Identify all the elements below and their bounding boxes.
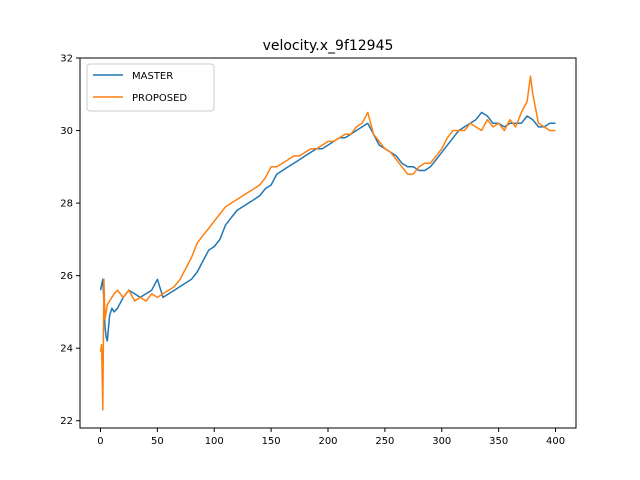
x-tick-label: 350 xyxy=(489,436,508,447)
x-tick-label: 50 xyxy=(151,436,164,447)
series-line-proposed xyxy=(99,75,556,411)
legend: MASTER PROPOSED xyxy=(86,63,215,112)
x-tick-label: 400 xyxy=(546,436,565,447)
series-line-master xyxy=(99,111,556,342)
legend-label-proposed: PROPOSED xyxy=(132,93,187,104)
y-tick-label: 24 xyxy=(60,344,73,355)
y-tick-label: 22 xyxy=(60,416,73,427)
y-tick-label: 30 xyxy=(60,126,73,137)
x-axis: 0 50 100 150 200 250 300 350 400 xyxy=(97,428,565,447)
chart-title: velocity.x_9f12945 xyxy=(263,38,394,54)
x-tick-label: 0 xyxy=(97,436,103,447)
x-tick-label: 250 xyxy=(375,436,394,447)
plot-frame xyxy=(79,57,577,429)
series-group xyxy=(99,75,556,411)
x-tick-label: 300 xyxy=(432,436,451,447)
x-tick-label: 200 xyxy=(318,436,337,447)
legend-label-master: MASTER xyxy=(132,71,173,82)
y-tick-label: 32 xyxy=(60,54,73,65)
y-tick-label: 26 xyxy=(60,271,73,282)
x-tick-label: 100 xyxy=(205,436,224,447)
y-tick-label: 28 xyxy=(60,199,73,210)
x-tick-label: 150 xyxy=(262,436,281,447)
y-axis: 22 24 26 28 30 32 xyxy=(60,54,80,427)
